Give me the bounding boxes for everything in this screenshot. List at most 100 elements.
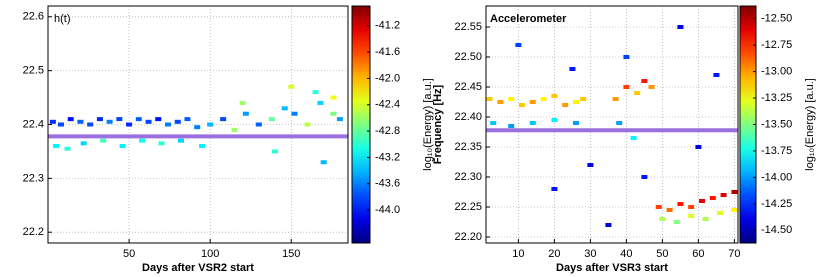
point bbox=[268, 117, 275, 122]
point bbox=[717, 211, 723, 215]
y-tick-label: 22.35 bbox=[454, 141, 482, 153]
point bbox=[255, 122, 262, 127]
point bbox=[634, 91, 641, 95]
point bbox=[569, 67, 576, 71]
x-tick-label: 150 bbox=[282, 248, 300, 260]
y-tick-label: 22.4 bbox=[23, 118, 44, 130]
x-tick-label: 70 bbox=[728, 248, 740, 260]
point bbox=[49, 119, 56, 124]
point bbox=[207, 122, 214, 127]
point bbox=[659, 217, 666, 221]
point bbox=[519, 103, 525, 107]
point bbox=[731, 208, 738, 212]
point bbox=[194, 125, 201, 130]
point bbox=[551, 187, 558, 191]
y-tick-label: 22.20 bbox=[454, 231, 482, 243]
point bbox=[336, 117, 343, 122]
point bbox=[242, 111, 249, 116]
point bbox=[580, 97, 587, 101]
point bbox=[623, 85, 630, 89]
point bbox=[673, 220, 680, 224]
y-tick-label: 22.40 bbox=[454, 111, 482, 123]
point bbox=[320, 160, 327, 165]
point bbox=[587, 163, 594, 167]
y-tick-label: 22.2 bbox=[23, 226, 44, 238]
point bbox=[57, 122, 64, 127]
point bbox=[64, 146, 71, 151]
colorbar-tick-label: -43.6 bbox=[375, 178, 400, 190]
point bbox=[655, 205, 662, 209]
plot-frame bbox=[47, 5, 349, 244]
colorbar-tick-label: -42.4 bbox=[375, 99, 400, 111]
colorbar-tick-label: -14.00 bbox=[761, 171, 792, 183]
point bbox=[184, 117, 191, 122]
colorbar-tick-label: -12.75 bbox=[761, 39, 792, 51]
point bbox=[158, 141, 165, 146]
point bbox=[573, 121, 579, 125]
point bbox=[630, 136, 637, 140]
point bbox=[713, 73, 720, 77]
point bbox=[155, 117, 162, 122]
point bbox=[312, 90, 319, 95]
colorbar-tick-label: -13.00 bbox=[761, 66, 792, 78]
x-tick-label: 100 bbox=[201, 248, 219, 260]
point bbox=[529, 100, 536, 104]
point bbox=[220, 117, 227, 122]
y-tick-label: 22.6 bbox=[23, 11, 44, 23]
y-axis-label: Frequency [Hz] bbox=[432, 84, 444, 164]
point bbox=[695, 145, 702, 149]
y-tick-label: 22.55 bbox=[454, 21, 482, 33]
y-tick-label: 22.45 bbox=[454, 81, 482, 93]
point bbox=[317, 100, 324, 105]
x-axis-label: Days after VSR2 start bbox=[142, 262, 254, 274]
y-tick-label: 22.30 bbox=[454, 171, 482, 183]
point bbox=[562, 103, 569, 107]
point bbox=[80, 141, 87, 146]
point bbox=[490, 121, 497, 125]
point bbox=[623, 55, 630, 59]
colorbar-tick-label: -42.0 bbox=[375, 72, 400, 84]
panel-title: Accelerometer bbox=[490, 13, 567, 25]
point bbox=[116, 117, 123, 122]
point bbox=[281, 106, 288, 111]
point bbox=[497, 100, 504, 104]
point bbox=[272, 149, 279, 154]
point bbox=[612, 97, 619, 101]
point bbox=[573, 100, 579, 104]
point bbox=[139, 138, 146, 143]
colorbar-tick-label: -14.50 bbox=[761, 224, 792, 236]
point bbox=[145, 119, 152, 124]
point bbox=[106, 119, 113, 124]
point bbox=[165, 122, 171, 127]
plot-frame bbox=[485, 5, 739, 244]
y-tick-label: 22.3 bbox=[23, 172, 44, 184]
point bbox=[702, 217, 709, 221]
x-tick-label: 50 bbox=[656, 248, 668, 260]
colorbar-tick-label: -13.50 bbox=[761, 118, 792, 130]
y-tick-label: 22.5 bbox=[23, 65, 44, 77]
point bbox=[288, 84, 295, 89]
colorbar-tick-label: -14.25 bbox=[761, 198, 792, 210]
point bbox=[540, 97, 547, 101]
point bbox=[174, 119, 181, 124]
point bbox=[709, 196, 716, 200]
point bbox=[551, 118, 558, 122]
point bbox=[96, 117, 103, 122]
point bbox=[508, 124, 515, 128]
x-tick-label: 60 bbox=[692, 248, 704, 260]
point bbox=[641, 79, 648, 83]
colorbar bbox=[351, 5, 371, 244]
point bbox=[291, 111, 298, 116]
x-tick-label: 50 bbox=[123, 248, 135, 260]
x-tick-label: 10 bbox=[512, 248, 524, 260]
colorbar-label: log₁₀(Energy) [a.u.] bbox=[422, 78, 434, 171]
point bbox=[330, 95, 337, 100]
point bbox=[231, 127, 238, 132]
point bbox=[666, 208, 673, 212]
point bbox=[677, 202, 684, 206]
point bbox=[126, 122, 133, 127]
x-tick-label: 40 bbox=[620, 248, 632, 260]
y-tick-label: 22.50 bbox=[454, 51, 482, 63]
point bbox=[77, 119, 84, 124]
